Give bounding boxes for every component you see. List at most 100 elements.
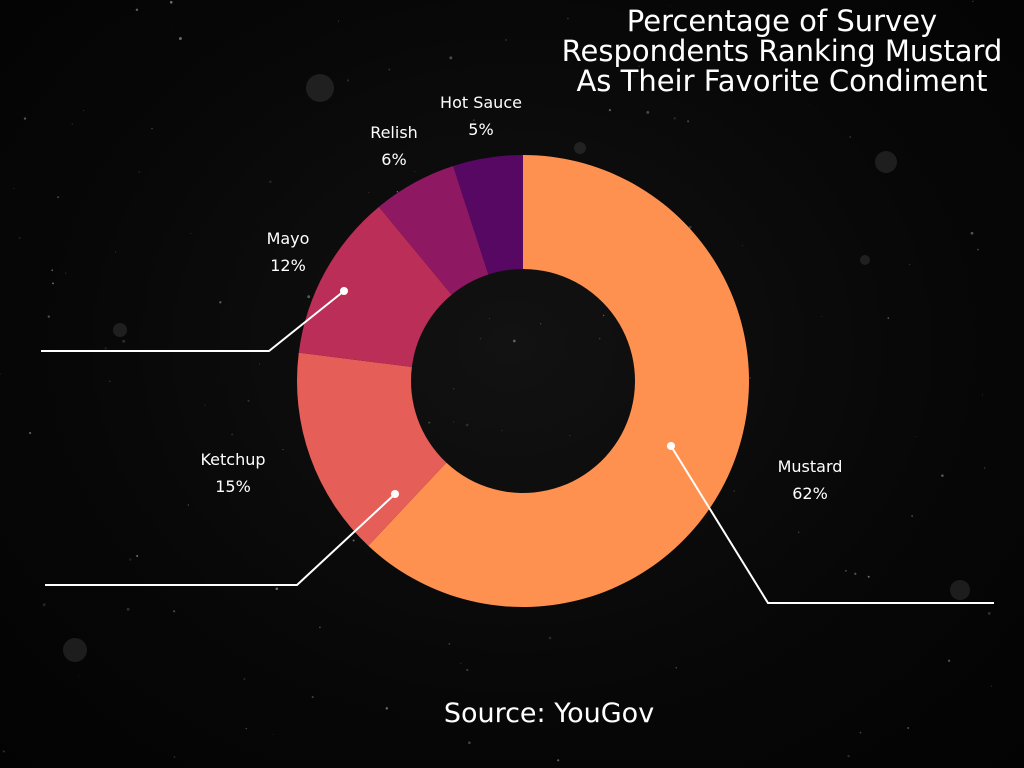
star-speck: [688, 225, 692, 229]
star-speck: [247, 399, 250, 402]
star-speck: [982, 394, 983, 396]
star-speck: [833, 470, 835, 473]
star-speck: [505, 39, 507, 41]
star-speck: [307, 295, 311, 299]
star-speck: [151, 127, 153, 130]
star-speck: [57, 196, 60, 199]
star-speck: [352, 539, 355, 542]
star-speck: [104, 347, 107, 350]
slice-label-hot-sauce: Hot Sauce: [440, 93, 522, 112]
star-speck: [608, 108, 612, 112]
star-speck: [413, 170, 416, 173]
star-speck: [479, 337, 482, 340]
star-speck: [849, 136, 851, 138]
slice-value-mustard: 62%: [792, 484, 828, 503]
star-speck: [983, 467, 986, 469]
slice-label-ketchup: Ketchup: [200, 450, 265, 469]
planet-speck: [875, 151, 897, 173]
star-speck: [71, 123, 73, 125]
star-speck: [338, 20, 339, 22]
star-speck: [987, 611, 991, 615]
star-speck: [915, 436, 917, 437]
slice-value-mayo: 12%: [270, 256, 306, 275]
star-speck: [78, 676, 80, 678]
donut-slice-mayo: [298, 206, 452, 367]
star-speck: [23, 117, 27, 120]
star-speck: [28, 431, 32, 435]
star-speck: [540, 723, 542, 725]
star-speck: [51, 269, 53, 271]
star-speck: [173, 610, 176, 613]
star-speck: [911, 515, 913, 517]
star-speck: [114, 251, 116, 253]
star-speck: [465, 423, 469, 427]
star-speck: [269, 180, 272, 184]
star-speck: [887, 317, 890, 319]
star-speck: [990, 685, 993, 687]
star-speck: [472, 119, 475, 122]
star-speck: [540, 323, 542, 325]
star-speck: [977, 248, 979, 251]
star-speck: [135, 8, 139, 12]
star-speck: [385, 707, 389, 710]
star-speck: [245, 727, 247, 730]
planet-speck: [306, 74, 334, 102]
slice-value-ketchup: 15%: [215, 477, 251, 496]
star-speck: [136, 554, 139, 558]
star-speck: [428, 421, 431, 424]
donut-slice-mustard: [368, 155, 750, 607]
leader-line-mayo: [41, 290, 345, 352]
star-speck: [854, 572, 857, 575]
star-speck: [459, 662, 462, 665]
star-speck: [972, 0, 974, 3]
star-speck: [396, 190, 399, 193]
star-speck: [844, 569, 847, 572]
star-speck: [83, 109, 85, 112]
star-speck: [602, 314, 605, 317]
star-speck: [808, 104, 811, 106]
star-speck: [311, 696, 314, 699]
star-speck: [798, 531, 800, 533]
star-speck: [173, 756, 176, 758]
star-speck: [204, 404, 206, 407]
star-speck: [126, 607, 130, 611]
planet-speck: [63, 638, 87, 662]
slice-value-relish: 6%: [381, 150, 406, 169]
planet-speck: [860, 255, 870, 265]
star-speck: [687, 120, 690, 123]
star-speck: [169, 0, 173, 4]
star-speck: [172, 28, 174, 30]
slice-label-mayo: Mayo: [267, 229, 310, 248]
star-speck: [346, 79, 350, 82]
star-speck: [548, 636, 552, 640]
star-speck: [18, 236, 21, 239]
star-speck: [908, 263, 911, 266]
star-speck: [512, 339, 516, 343]
star-speck: [219, 301, 222, 304]
star-speck: [187, 504, 189, 506]
star-speck: [947, 659, 951, 663]
star-speck: [122, 339, 126, 343]
donut-slice-hot-sauce: [453, 155, 523, 275]
star-speck: [231, 433, 234, 436]
slice-label-mustard: Mustard: [778, 457, 843, 476]
star-speck: [468, 741, 471, 745]
planet-speck: [574, 142, 586, 154]
star-speck: [638, 65, 640, 68]
planet-speck: [113, 323, 127, 337]
star-speck: [675, 667, 677, 669]
star-speck: [867, 575, 870, 578]
star-speck: [282, 449, 284, 451]
leader-line-mustard: [670, 445, 994, 604]
star-speck: [272, 734, 274, 735]
slice-value-hot-sauce: 5%: [468, 120, 493, 139]
star-speck: [466, 668, 469, 671]
star-speck: [569, 435, 571, 437]
star-speck: [190, 233, 192, 234]
star-speck: [941, 474, 944, 477]
star-speck: [672, 57, 675, 60]
slice-label-relish: Relish: [370, 123, 418, 142]
star-speck: [733, 490, 735, 492]
